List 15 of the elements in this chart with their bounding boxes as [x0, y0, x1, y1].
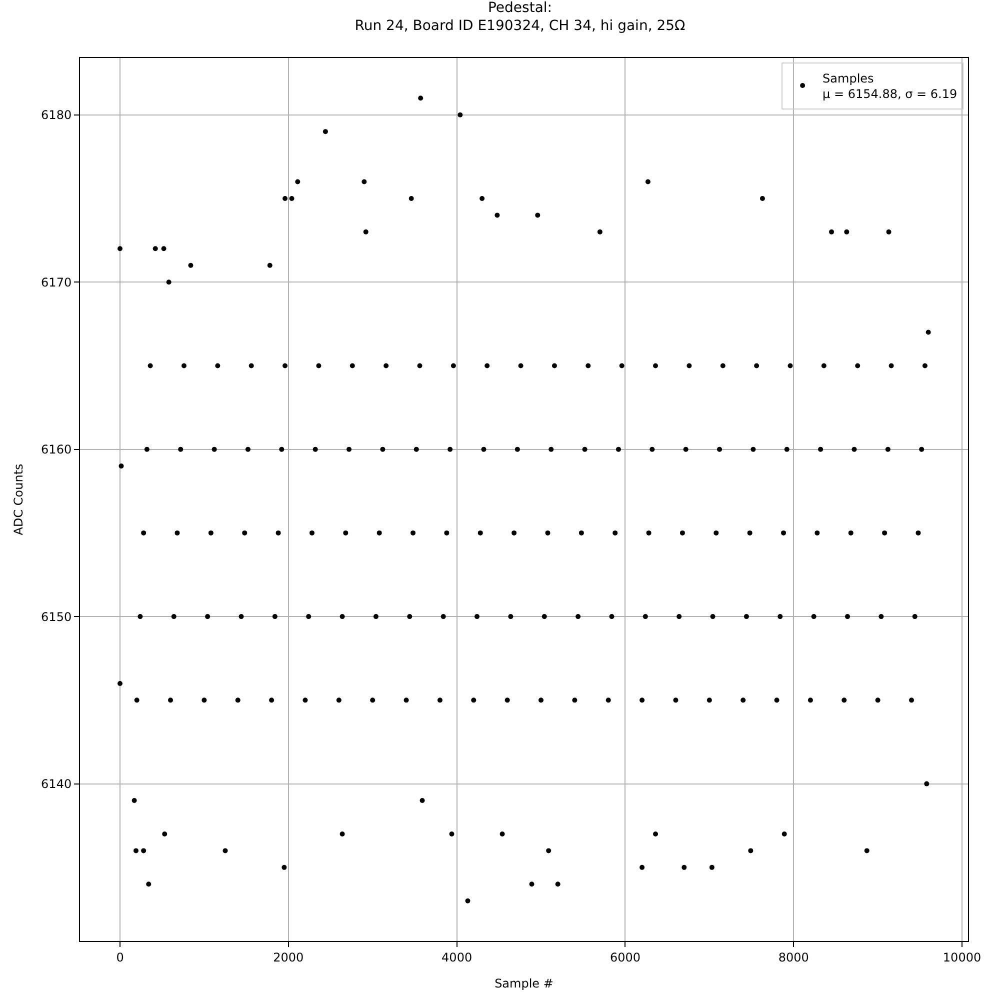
y-tick-label: 6140 [41, 777, 72, 791]
y-axis-title: ADC Counts [11, 464, 26, 536]
y-tick-label: 6160 [41, 442, 72, 457]
x-tick-label: 4000 [442, 950, 472, 964]
y-tick-label: 6180 [41, 108, 72, 122]
x-axis-title: Sample # [494, 976, 554, 990]
x-tick-label: 0 [116, 950, 124, 964]
x-tick-label: 2000 [273, 950, 304, 964]
y-tick-label: 6170 [41, 275, 72, 290]
y-tick-label: 6150 [41, 610, 72, 624]
x-tick-label: 6000 [610, 950, 640, 964]
legend-label: Samples μ = 6154.88, σ = 6.19 [822, 71, 958, 101]
x-tick-label: 10000 [942, 950, 982, 964]
chart-title: Pedestal: Run 24, Board ID E190324, CH 34, hi gain, 25Ω [354, 0, 686, 34]
x-tick-label: 8000 [778, 950, 809, 964]
